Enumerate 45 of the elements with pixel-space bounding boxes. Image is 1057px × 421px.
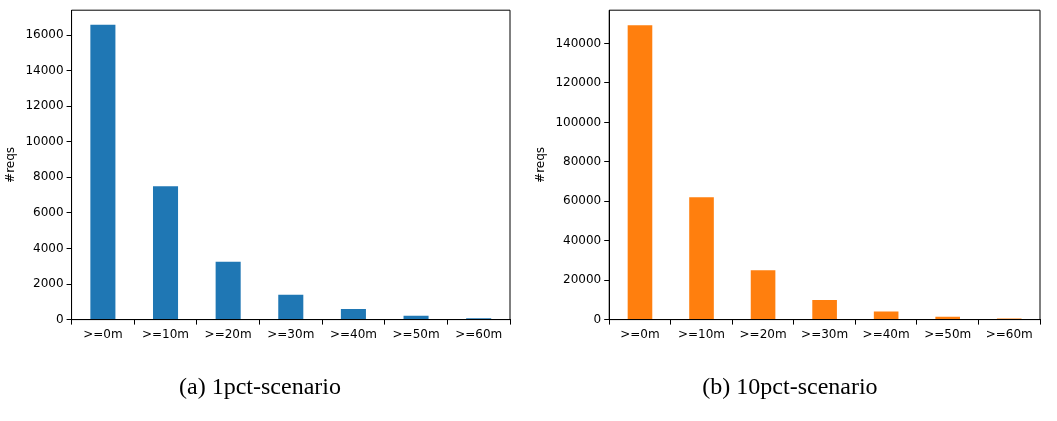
text: (b) 10pct-scenario [701,373,879,400]
bar [627,25,653,320]
x-tick-label: >=30m [267,326,315,341]
y-tick-label: 60000 [563,193,602,208]
y-tick-label: 120000 [555,75,602,90]
y-tick-label: 8000 [33,169,64,184]
x-tick-label: >=40m [862,326,910,341]
y-tick-label: 12000 [25,98,64,113]
y-tick-label: 80000 [563,153,602,168]
x-tick-label: >=0m [83,326,123,341]
x-tick-label: >=60m [455,326,503,341]
x-tick-label: >=30m [801,326,849,341]
bar [689,197,714,320]
y-tick-label: 40000 [563,232,602,247]
text: (a) 1pct-scenario [178,373,342,400]
y-tick-label: 20000 [563,272,602,287]
y-tick-label: 2000 [33,276,64,291]
bar [750,270,776,320]
bar [812,299,837,320]
bar [340,308,366,320]
x-tick-label: >=0m [620,326,660,341]
bar [90,24,116,320]
x-tick-label: >=10m [141,326,190,341]
y-tick-label: 0 [55,311,64,326]
x-tick-label: >=50m [924,326,972,341]
x-tick-label: >=20m [204,326,252,341]
y-tick-label: 100000 [555,114,602,129]
y-tick-label: 140000 [555,35,602,50]
y-tick-label: 14000 [25,62,64,77]
bar [215,261,241,320]
bar [873,311,899,320]
y-tick-label: 10000 [25,133,64,148]
x-tick-label: >=50m [392,326,440,341]
x-tick-label: >=20m [739,326,787,341]
bar [278,294,304,320]
y-tick-label: 6000 [33,205,64,220]
x-tick-label: >=10m [677,326,726,341]
y-tick-label: 16000 [25,27,64,42]
y-tick-label: 0 [593,311,602,326]
bar [153,186,179,320]
y-axis-title: #reqs [533,146,548,183]
x-tick-label: >=60m [985,326,1033,341]
x-tick-label: >=40m [329,326,377,341]
y-axis-title: #reqs [3,146,18,183]
y-tick-label: 4000 [33,240,64,255]
